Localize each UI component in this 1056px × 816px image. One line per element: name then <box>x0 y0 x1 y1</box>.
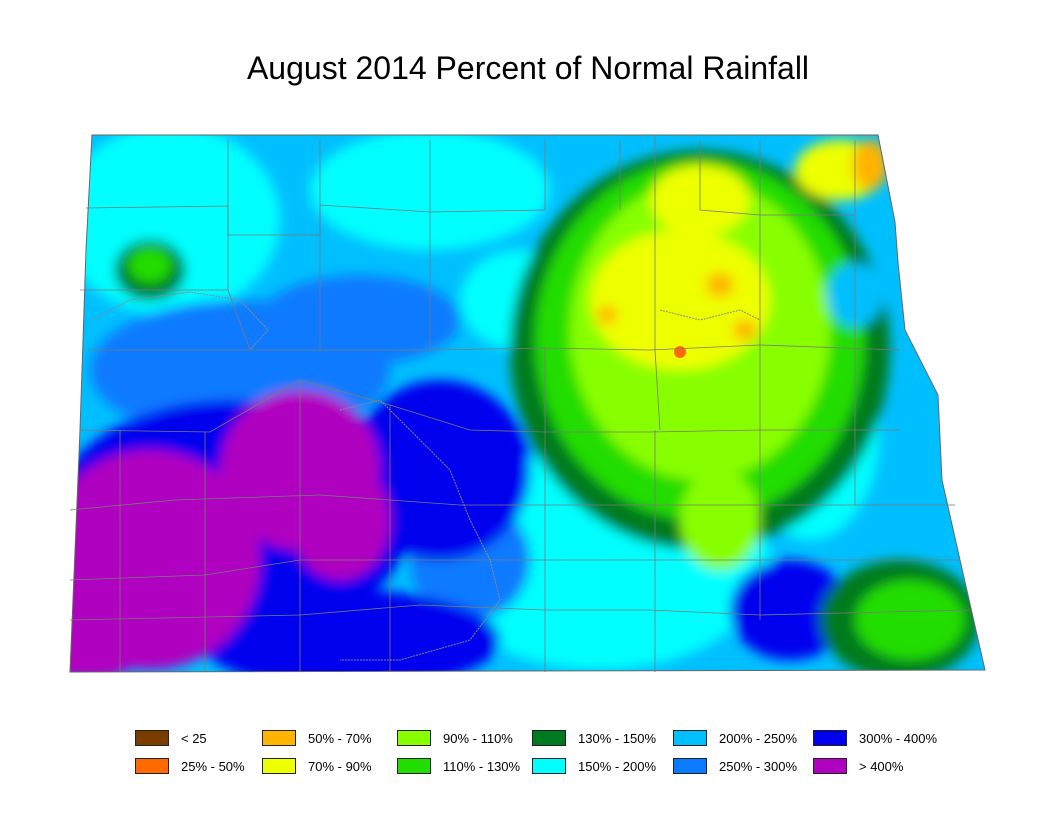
legend-label: 50% - 70% <box>308 730 372 746</box>
legend-item: < 25 <box>135 729 207 747</box>
legend-label: 150% - 200% <box>578 758 657 774</box>
legend-label: 130% - 150% <box>578 730 657 746</box>
legend-item: 150% - 200% <box>532 757 656 775</box>
legend-swatch <box>262 730 296 746</box>
legend-item: 70% - 90% <box>262 757 372 775</box>
legend-swatch <box>262 758 296 774</box>
legend-label: 90% - 110% <box>443 730 513 746</box>
legend-item: 90% - 110% <box>397 729 513 747</box>
legend-item: 250% - 300% <box>673 757 797 775</box>
legend-swatch <box>673 758 707 774</box>
legend-item: 130% - 150% <box>532 729 656 747</box>
legend-swatch <box>397 758 431 774</box>
legend-item: 50% - 70% <box>262 729 372 747</box>
legend-swatch <box>135 758 169 774</box>
legend-swatch <box>673 730 707 746</box>
legend-swatch <box>397 730 431 746</box>
legend-label: < 25 <box>181 730 207 746</box>
map-title: August 2014 Percent of Normal Rainfall <box>246 50 810 86</box>
legend-item: 110% - 130% <box>397 757 520 775</box>
legend-item: 25% - 50% <box>135 757 245 775</box>
legend-swatch <box>532 730 566 746</box>
legend-label: 300% - 400% <box>859 730 938 746</box>
legend-swatch <box>532 758 566 774</box>
legend-label: 250% - 300% <box>719 758 798 774</box>
legend-swatch <box>813 730 847 746</box>
legend-item: > 400% <box>813 757 903 775</box>
legend-label: 110% - 130% <box>443 758 521 774</box>
legend-label: 70% - 90% <box>308 758 372 774</box>
legend-label: > 400% <box>859 758 904 774</box>
county-boundaries <box>69 135 971 672</box>
legend-label: 25% - 50% <box>181 758 245 774</box>
legend-item: 200% - 250% <box>673 729 797 747</box>
legend-label: 200% - 250% <box>719 730 798 746</box>
legend-item: 300% - 400% <box>813 729 937 747</box>
legend-swatch <box>813 758 847 774</box>
river-boundaries <box>91 291 761 661</box>
legend-swatch <box>135 730 169 746</box>
rainfall-field <box>70 135 985 672</box>
